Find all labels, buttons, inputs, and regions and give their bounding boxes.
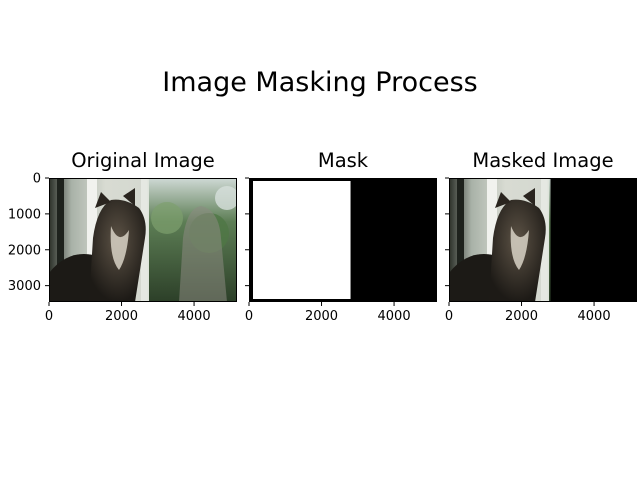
- mask-panel: [249, 178, 437, 302]
- panel-title-masked: Masked Image: [472, 149, 614, 172]
- axes-frame: [49, 178, 237, 302]
- panel-title-mask: Mask: [317, 149, 369, 172]
- panel-title-original: Original Image: [71, 149, 215, 172]
- x-tick-label: 4000: [578, 309, 611, 324]
- mask-one-region: [253, 181, 351, 299]
- y-tick-label: 3000: [8, 279, 41, 294]
- figure-title: Image Masking Process: [162, 67, 478, 98]
- original-image-panel: [49, 178, 237, 302]
- axes-layer: 0 2000 4000 0 1000 2000 3000 0 2000 4000 0 2000 4000: [8, 172, 637, 324]
- masked-image-panel: [449, 178, 637, 302]
- x-tick-label: 2000: [305, 309, 338, 324]
- y-tick-label: 0: [33, 172, 41, 187]
- x-tick-label: 4000: [378, 309, 411, 324]
- x-tick-label: 2000: [105, 309, 138, 324]
- axes-frame: [249, 178, 437, 302]
- y-tick-label: 1000: [8, 207, 41, 222]
- x-tick-label: 0: [245, 309, 253, 324]
- y-tick-label: 2000: [8, 243, 41, 258]
- cat-photo: [49, 178, 237, 302]
- x-tick-label: 4000: [178, 309, 211, 324]
- x-tick-label: 0: [445, 309, 453, 324]
- x-tick-label: 0: [45, 309, 53, 324]
- x-tick-label: 2000: [505, 309, 538, 324]
- axes-frame: [449, 178, 637, 302]
